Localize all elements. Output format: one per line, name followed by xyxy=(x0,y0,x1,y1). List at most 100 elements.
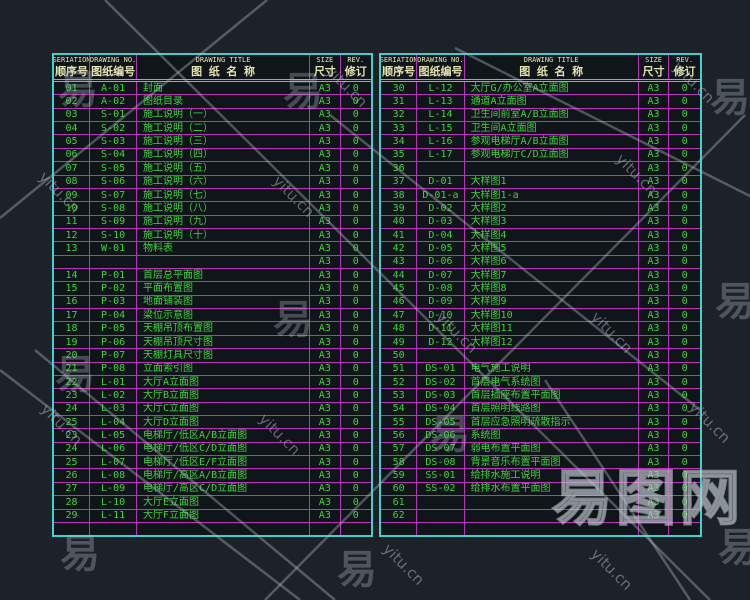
seriation-cell: 21 xyxy=(54,362,91,375)
table-row: 38 D-01-a 大样图1-a A3 0 xyxy=(381,188,700,203)
table-row: 47 D-10 大样图10 A3 0 xyxy=(381,309,700,323)
drawing-no-cell: L-10 xyxy=(90,496,138,509)
drawing-no-cell: P-03 xyxy=(90,295,138,309)
drawing-title-cell: 封面 xyxy=(137,82,311,95)
rev-cell: 0 xyxy=(352,82,359,94)
rev-cell: 0 xyxy=(352,242,359,254)
table-row: 52 DS-02 首层电气系统图 A3 0 xyxy=(381,375,700,390)
drawing-no-cell: S-07 xyxy=(90,188,138,202)
table-row: 24 L-06 电梯厅/低区C/D立面图 A3 0 xyxy=(54,442,371,457)
table-row: 45 D-08 大样图8 A3 0 xyxy=(381,282,700,296)
drawing-no-cell: A-02 xyxy=(90,95,138,108)
table-row: 50 A3 0 xyxy=(381,349,700,363)
header-drawing-no-en: DRAWING NO. xyxy=(90,56,137,64)
size-cell: A3 xyxy=(639,148,670,162)
drawing-title-cell: 大厅B立面图 xyxy=(137,389,311,402)
size-cell: A3 xyxy=(310,402,341,415)
table-row: 23 L-05 电梯厅/低区A/B立面图 A3 0 xyxy=(54,429,371,443)
header-drawing-no-en: DRAWING NO. xyxy=(417,56,464,64)
size-cell: A3 xyxy=(310,175,341,188)
rev-cell: 0 xyxy=(681,202,688,214)
size-cell: A3 xyxy=(310,295,341,309)
seriation-cell: 43 xyxy=(381,255,418,269)
drawing-title-cell: 大样图8 xyxy=(465,282,639,295)
size-cell: A3 xyxy=(310,335,341,349)
size-cell: A3 xyxy=(310,375,341,389)
drawing-no-cell: L-01 xyxy=(90,375,138,389)
drawing-no-cell: D-02 xyxy=(417,202,465,215)
rev-cell: 0 xyxy=(681,309,688,321)
rev-cell: 0 xyxy=(352,176,359,188)
size-cell: A3 xyxy=(310,442,341,456)
table-row: 57 DS-07 弱电布置平面图 A3 0 xyxy=(381,442,700,457)
rev-cell: 0 xyxy=(352,109,359,121)
rev-cell: 0 xyxy=(352,323,359,335)
drawing-title-cell xyxy=(137,522,311,536)
table-row: 43 D-06 大样图6 A3 0 xyxy=(381,255,700,270)
seriation-cell: 03 xyxy=(54,108,91,122)
size-cell: A3 xyxy=(310,389,341,402)
size-cell xyxy=(310,522,341,536)
size-cell: A3 xyxy=(639,322,670,335)
size-cell: A3 xyxy=(639,295,670,309)
seriation-cell: 25 xyxy=(54,415,91,429)
size-cell: A3 xyxy=(639,255,670,269)
table-row: 03 S-01 施工说明（一） A3 0 xyxy=(54,108,371,123)
watermark-logo-char: 易 xyxy=(60,531,100,577)
drawing-title-cell: 施工说明（七） xyxy=(137,188,311,202)
size-cell: A3 xyxy=(310,269,341,282)
size-cell: A3 xyxy=(639,122,670,135)
size-cell: A3 xyxy=(639,228,670,242)
drawing-title-cell: 地面铺装图 xyxy=(137,295,311,309)
seriation-cell: 19 xyxy=(54,335,91,349)
size-cell: A3 xyxy=(310,429,341,442)
seriation-cell: 47 xyxy=(381,309,418,322)
size-cell: A3 xyxy=(639,309,670,322)
size-cell: A3 xyxy=(310,255,341,269)
drawing-no-cell: L-02 xyxy=(90,389,138,402)
rev-cell: 0 xyxy=(681,389,688,401)
table-row: 11 S-09 施工说明（九） A3 0 xyxy=(54,215,371,229)
size-cell: A3 xyxy=(639,415,670,429)
table-row: 44 D-07 大样图7 A3 0 xyxy=(381,269,700,283)
table-row: 40 D-03 大样图3 A3 0 xyxy=(381,215,700,229)
rev-cell: 0 xyxy=(681,122,688,134)
table-row: 62 A3 0 xyxy=(381,509,700,523)
rev-cell: 0 xyxy=(352,216,359,228)
seriation-cell: 29 xyxy=(54,509,91,522)
drawing-no-cell: L-17 xyxy=(417,148,465,162)
drawing-no-cell: DS-04 xyxy=(417,402,465,415)
header-drawing-title-en: DRAWING TITLE xyxy=(523,56,579,64)
size-cell: A3 xyxy=(639,335,670,349)
drawing-title-cell: 大样图5 xyxy=(465,242,639,255)
size-cell: A3 xyxy=(639,429,670,442)
table-row: 05 S-03 施工说明（三） A3 0 xyxy=(54,135,371,149)
drawing-title-cell: 电梯厅/低区A/B立面图 xyxy=(137,429,311,442)
table-row: 30 L-12 大厅G/办公室A立面图 A3 0 xyxy=(381,82,700,96)
rev-cell: 0 xyxy=(352,189,359,201)
drawing-title-cell: 大厅E立面图 xyxy=(137,496,311,509)
rev-cell: 0 xyxy=(681,149,688,161)
watermark-logo-char: 易 xyxy=(715,279,750,325)
drawing-no-cell: L-04 xyxy=(90,415,138,429)
header-seriation-cn: 顺序号 xyxy=(55,65,89,78)
drawing-title-cell: 大样图7 xyxy=(465,269,639,282)
rev-cell: 0 xyxy=(352,389,359,401)
drawing-title-cell: 首层照明线路图 xyxy=(465,402,639,415)
rev-cell: 0 xyxy=(352,336,359,348)
size-cell: A3 xyxy=(310,349,341,362)
seriation-cell xyxy=(54,255,91,269)
table-row xyxy=(381,522,700,536)
table-row: 54 DS-04 首层照明线路图 A3 0 xyxy=(381,402,700,416)
rev-cell: 0 xyxy=(352,96,359,108)
drawing-no-cell: DS-07 xyxy=(417,442,465,456)
seriation-cell: 58 xyxy=(381,456,418,469)
rev-cell: 0 xyxy=(681,336,688,348)
seriation-cell: 17 xyxy=(54,309,91,322)
header-size-cn: 尺寸 xyxy=(642,65,665,78)
seriation-cell: 12 xyxy=(54,228,91,242)
size-cell: A3 xyxy=(639,135,670,148)
drawing-no-cell: DS-02 xyxy=(417,375,465,389)
seriation-cell: 53 xyxy=(381,389,418,402)
drawing-list-table-left: SERIATION 顺序号 DRAWING NO. 图纸编号 DRAWING T… xyxy=(52,53,373,537)
